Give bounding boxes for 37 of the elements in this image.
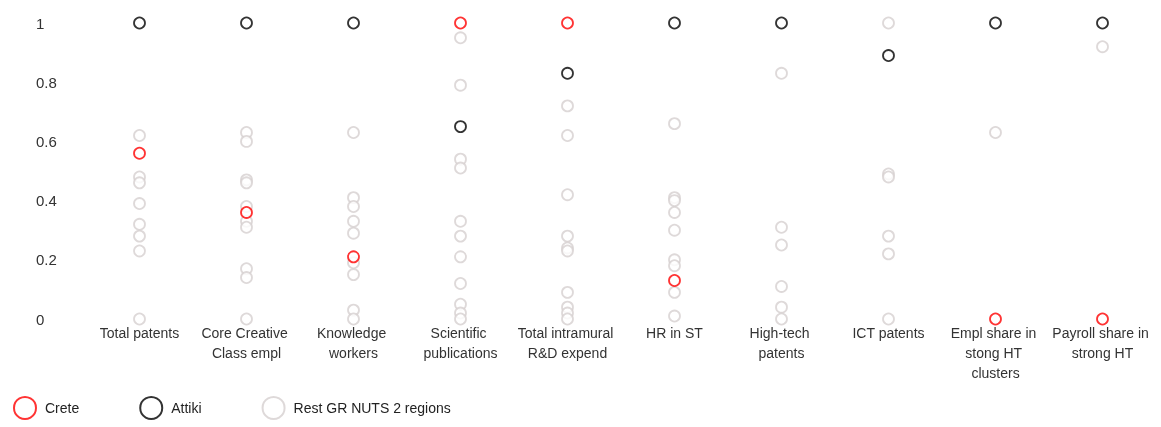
- legend-label: Rest GR NUTS 2 regions: [293, 400, 451, 416]
- point: [775, 16, 788, 30]
- x-tick-label: Empl share in stong HT clusters: [950, 325, 1041, 381]
- y-tick-label: 0.8: [36, 73, 57, 91]
- point: [454, 16, 467, 30]
- point: [668, 274, 681, 287]
- y-tick-label: 0.4: [36, 192, 57, 210]
- legend-label: Crete: [45, 400, 80, 416]
- x-tick-label: ICT patents: [852, 325, 925, 341]
- point: [347, 250, 360, 264]
- x-tick-label: High-tech patents: [749, 325, 814, 361]
- point: [133, 146, 146, 160]
- point: [1096, 16, 1109, 30]
- point: [133, 16, 146, 30]
- point: [347, 16, 360, 30]
- x-tick-label: Scientific publications: [423, 325, 498, 361]
- x-tick-label: Payroll share in strong HT: [1052, 325, 1153, 361]
- point: [561, 16, 574, 30]
- x-tick-label: Total patents: [99, 325, 180, 341]
- x-tick-label: HR in ST: [646, 325, 704, 341]
- point: [240, 16, 253, 30]
- y-tick-label: 0: [36, 310, 45, 328]
- x-tick-label: Total intramural R&D expend: [517, 325, 618, 361]
- point: [1096, 312, 1109, 326]
- x-tick-label: Core Creative Class empl: [201, 325, 292, 361]
- y-tick-label: 0.2: [36, 251, 57, 269]
- point: [454, 120, 467, 133]
- point: [882, 49, 895, 62]
- y-tick-label: 1: [36, 14, 45, 32]
- point: [561, 66, 574, 80]
- point: [668, 16, 681, 30]
- point: [240, 206, 253, 219]
- x-tick-label: Knowledge workers: [316, 325, 391, 361]
- point: [989, 16, 1002, 30]
- legend-label: Attiki: [171, 400, 202, 416]
- y-tick-label: 0.6: [36, 132, 57, 150]
- point: [989, 312, 1002, 326]
